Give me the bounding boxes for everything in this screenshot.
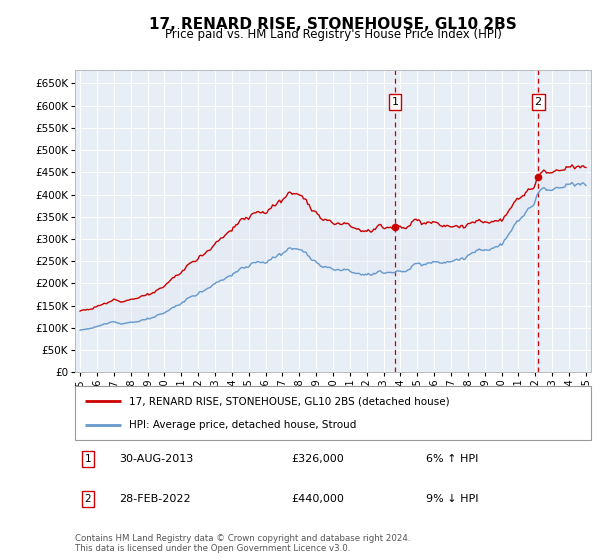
Text: 17, RENARD RISE, STONEHOUSE, GL10 2BS (detached house): 17, RENARD RISE, STONEHOUSE, GL10 2BS (d…	[129, 396, 450, 407]
Text: £440,000: £440,000	[292, 494, 344, 504]
Text: Price paid vs. HM Land Registry's House Price Index (HPI): Price paid vs. HM Land Registry's House …	[164, 28, 502, 41]
Text: 30-AUG-2013: 30-AUG-2013	[119, 454, 193, 464]
Text: 1: 1	[85, 454, 91, 464]
FancyBboxPatch shape	[75, 386, 591, 440]
Text: Contains HM Land Registry data © Crown copyright and database right 2024.
This d: Contains HM Land Registry data © Crown c…	[75, 534, 410, 553]
Text: 9% ↓ HPI: 9% ↓ HPI	[426, 494, 478, 504]
Text: HPI: Average price, detached house, Stroud: HPI: Average price, detached house, Stro…	[129, 419, 356, 430]
Text: 2: 2	[535, 97, 542, 107]
Text: £326,000: £326,000	[292, 454, 344, 464]
Text: 2: 2	[85, 494, 91, 504]
Text: 6% ↑ HPI: 6% ↑ HPI	[426, 454, 478, 464]
Text: 17, RENARD RISE, STONEHOUSE, GL10 2BS: 17, RENARD RISE, STONEHOUSE, GL10 2BS	[149, 17, 517, 32]
Text: 1: 1	[391, 97, 398, 107]
Text: 28-FEB-2022: 28-FEB-2022	[119, 494, 190, 504]
